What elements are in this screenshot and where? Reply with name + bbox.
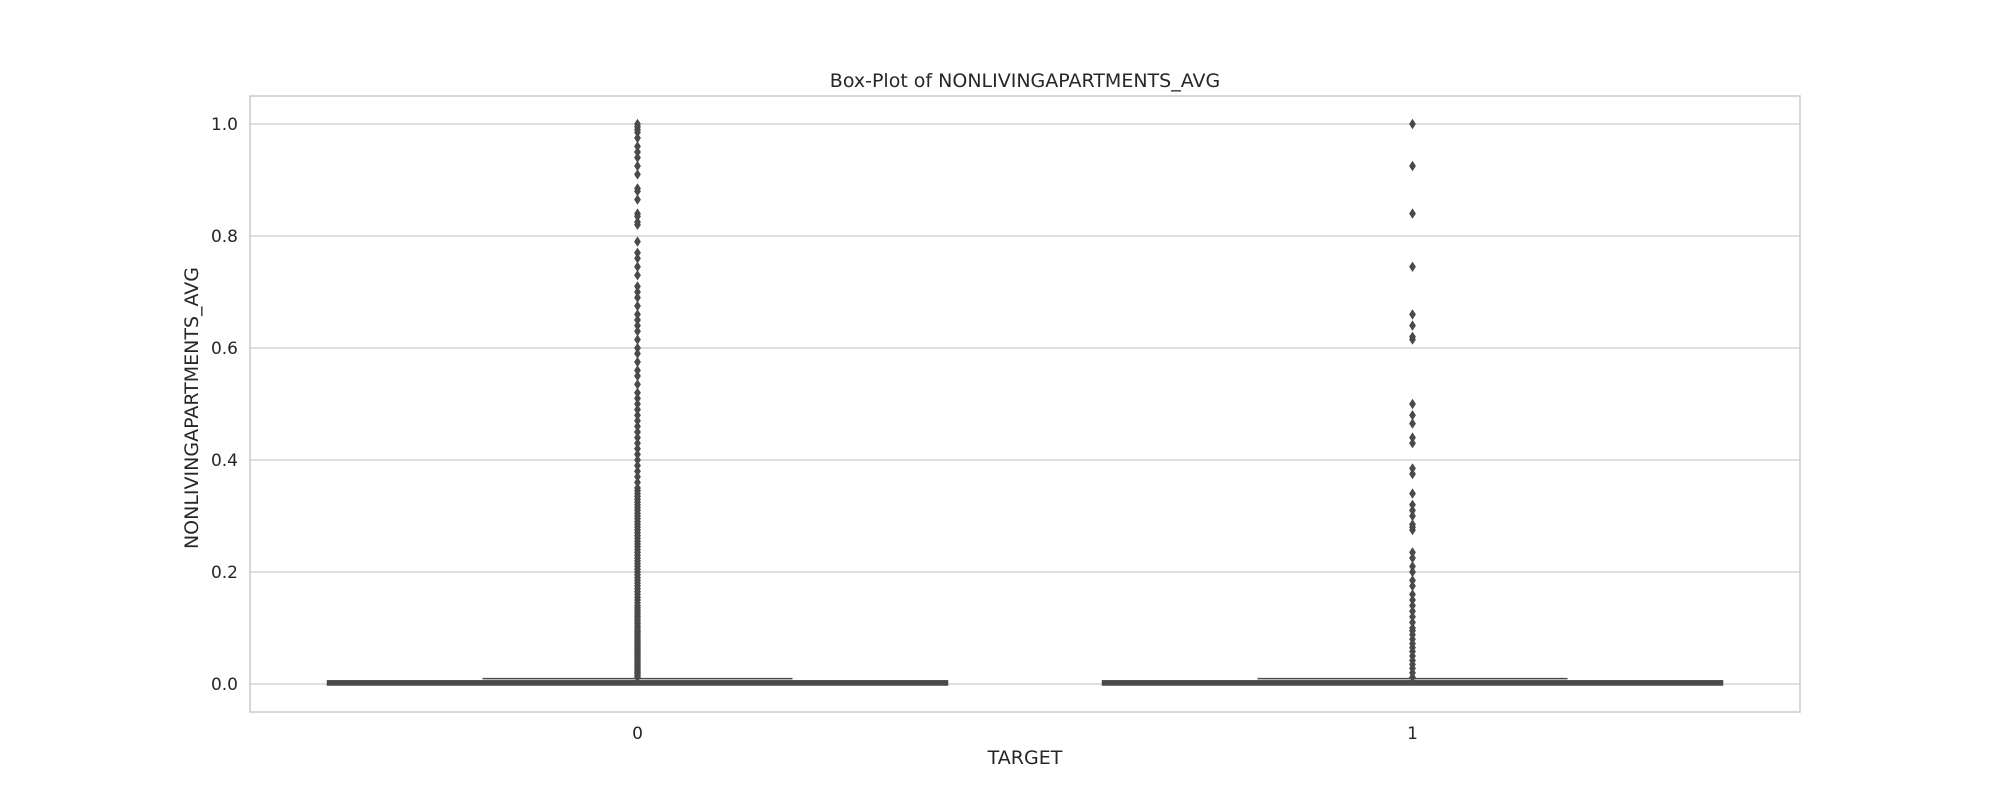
outlier-point	[1409, 600, 1416, 611]
outlier-point	[1409, 410, 1416, 421]
outlier-point	[634, 247, 641, 258]
y-tick-labels: 0.0 0.2 0.4 0.6 0.8 1.0	[211, 115, 238, 695]
outlier-point	[634, 348, 641, 359]
outlier-point	[634, 460, 641, 471]
outlier-point	[1409, 617, 1416, 628]
outlier-point	[634, 342, 641, 354]
outlier-point	[1409, 611, 1416, 622]
outlier-point	[1409, 418, 1416, 429]
outlier-point	[1409, 331, 1416, 342]
plot-frame	[249, 95, 1801, 713]
outlier-point	[634, 393, 641, 404]
outlier-points	[634, 118, 1416, 683]
outlier-point	[1409, 398, 1416, 410]
outlier-point	[1409, 622, 1416, 634]
outlier-point	[634, 216, 641, 228]
y-tick-label: 0.8	[211, 227, 238, 247]
outlier-point	[634, 398, 641, 410]
outlier-point	[634, 426, 641, 438]
outlier-point	[634, 146, 641, 158]
outlier-point	[1409, 438, 1416, 449]
outlier-point	[634, 281, 641, 292]
outlier-point	[634, 454, 641, 466]
outlier-point	[634, 410, 641, 421]
outlier-point	[1409, 432, 1416, 443]
x-tick-label: 0	[632, 724, 643, 744]
grid-lines	[250, 123, 1800, 685]
outlier-point	[634, 421, 641, 432]
outlier-point	[1409, 552, 1416, 564]
outlier-point	[634, 270, 641, 281]
outlier-point	[634, 208, 641, 219]
outlier-point	[1409, 606, 1416, 617]
outlier-point	[1409, 488, 1416, 499]
outlier-point	[634, 118, 641, 130]
outlier-point	[634, 477, 641, 488]
outlier-point	[634, 449, 641, 460]
outlier-point	[1409, 309, 1416, 320]
outlier-point	[1409, 499, 1416, 510]
outlier-point	[1409, 320, 1416, 331]
y-axis-label: NONLIVINGAPARTMENTS_AVG	[181, 267, 203, 549]
chart-title: Box-Plot of NONLIVINGAPARTMENTS_AVG	[830, 70, 1220, 92]
outlier-point	[634, 160, 641, 172]
outlier-point	[634, 334, 641, 345]
outlier-point	[1409, 589, 1416, 600]
outlier-point	[1409, 519, 1416, 530]
outlier-point	[634, 320, 641, 331]
outlier-point	[634, 169, 641, 180]
y-tick-label: 0.0	[211, 675, 238, 695]
outlier-point	[634, 482, 641, 494]
outlier-point	[1409, 575, 1416, 586]
outlier-point	[634, 292, 641, 303]
outlier-point	[634, 404, 641, 415]
outlier-point	[1409, 208, 1416, 219]
outlier-point	[634, 183, 641, 194]
y-tick-label: 1.0	[211, 115, 238, 135]
outlier-point	[634, 379, 641, 390]
outlier-point	[634, 370, 641, 382]
outlier-point	[1409, 261, 1416, 272]
outlier-point	[634, 132, 641, 144]
x-axis-label: TARGET	[987, 747, 1063, 769]
outlier-point	[1409, 547, 1416, 558]
outlier-point	[634, 471, 641, 482]
outlier-point	[634, 309, 641, 320]
outlier-point	[634, 415, 641, 426]
outlier-point	[634, 432, 641, 443]
outlier-point	[634, 141, 641, 152]
outlier-point	[634, 286, 641, 298]
outlier-point	[634, 152, 641, 163]
outlier-point	[634, 466, 641, 477]
y-tick-label: 0.6	[211, 339, 238, 359]
outlier-point	[634, 236, 641, 247]
outlier-point	[634, 253, 641, 264]
x-tick-label: 1	[1407, 724, 1418, 744]
outlier-point	[1409, 510, 1416, 522]
outlier-point	[1409, 561, 1416, 572]
outlier-point	[634, 356, 641, 368]
outlier-point	[634, 438, 641, 449]
outlier-point	[634, 365, 641, 376]
y-tick-label: 0.2	[211, 563, 238, 583]
outlier-point	[1409, 463, 1416, 474]
outlier-point	[634, 314, 641, 326]
outlier-point	[634, 261, 641, 272]
outlier-point	[634, 326, 641, 337]
outlier-point	[1409, 118, 1416, 130]
outlier-point	[1409, 594, 1416, 606]
outlier-point	[634, 443, 641, 454]
outlier-point	[634, 194, 641, 205]
outlier-point	[1409, 566, 1416, 578]
outlier-point	[1409, 505, 1416, 516]
outlier-point	[634, 300, 641, 312]
outlier-point	[1409, 580, 1416, 592]
outlier-point	[1409, 468, 1416, 480]
outlier-point	[1409, 160, 1416, 172]
y-tick-label: 0.4	[211, 451, 238, 471]
outlier-point	[634, 387, 641, 398]
